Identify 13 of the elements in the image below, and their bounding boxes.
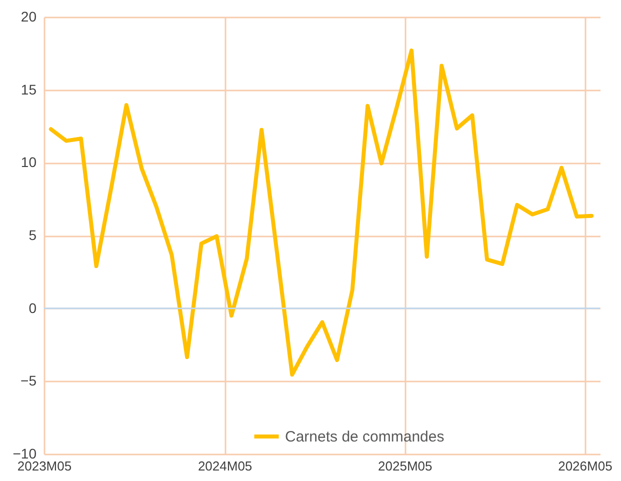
line-series: [48, 48, 594, 377]
x-tick-label: 2023M05: [17, 458, 72, 474]
y-tick-label: −5: [20, 372, 37, 389]
y-tick-label: 15: [20, 81, 37, 98]
y-tick-label: 0: [28, 300, 37, 316]
y-tick-label: 20: [20, 8, 37, 24]
x-tick-label: 2026M05: [558, 458, 612, 474]
x-tick-label: 2024M05: [198, 458, 252, 474]
y-tick-label: 10: [20, 154, 37, 170]
y-tick-label: −10: [12, 446, 37, 462]
x-tick-label: 2025M05: [378, 458, 432, 474]
y-tick-label: 5: [28, 227, 37, 243]
legend-label: Carnets de commandes: [285, 428, 444, 446]
